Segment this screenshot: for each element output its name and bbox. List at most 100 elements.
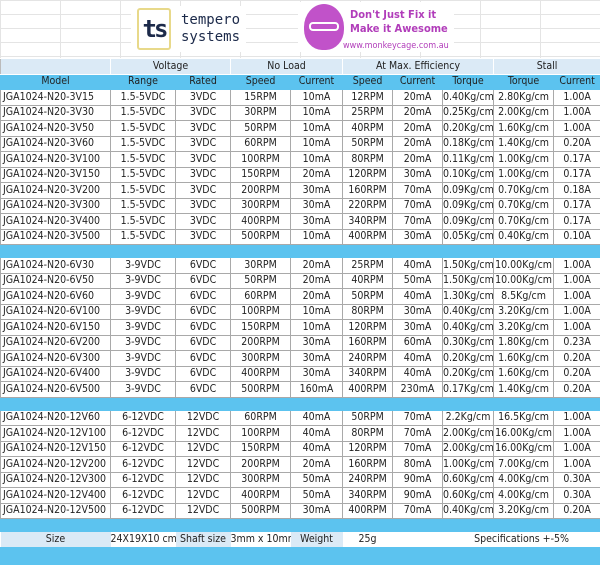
model-cell: JGA1024-N20-3V400 (1, 214, 111, 230)
value-cell: 6-12VDC (111, 441, 176, 457)
value-cell: 3.20Kg/cm (494, 503, 554, 519)
value-cell: 10mA (291, 320, 343, 336)
value-cell: 25RPM (343, 105, 393, 121)
value-cell: 1.00A (554, 121, 600, 137)
value-cell: 0.17A (554, 214, 600, 230)
value-cell: 500RPM (231, 382, 291, 398)
value-cell: 150RPM (231, 441, 291, 457)
model-cell: JGA1024-N20-6V500 (1, 382, 111, 398)
column-header: Speed (231, 74, 291, 90)
value-cell: 0.10Kg/cm (443, 167, 494, 183)
value-cell: 12VDC (176, 457, 231, 473)
value-cell: 3-9VDC (111, 258, 176, 274)
value-cell: 500RPM (231, 229, 291, 245)
model-cell: JGA1024-N20-6V150 (1, 320, 111, 336)
value-cell: 16.00Kg/cm (494, 441, 554, 457)
value-cell: 70mA (393, 410, 443, 426)
column-header: Current (393, 74, 443, 90)
specifications-note: Specifications +-5% (443, 532, 600, 548)
value-cell: 16.00Kg/cm (494, 426, 554, 442)
value-cell: 6VDC (176, 335, 231, 351)
value-cell: 0.40Kg/cm (443, 90, 494, 106)
value-cell: 340RPM (343, 488, 393, 504)
value-cell: 1.5-5VDC (111, 167, 176, 183)
value-cell: 60mA (393, 335, 443, 351)
monkeycage-url: www.monkeycage.com.au (343, 41, 449, 51)
value-cell: 300RPM (231, 351, 291, 367)
value-cell: 6VDC (176, 304, 231, 320)
value-cell: 1.5-5VDC (111, 214, 176, 230)
divider-cell (1, 519, 600, 532)
value-cell: 1.5-5VDC (111, 198, 176, 214)
value-cell: 2.2Kg/cm (443, 410, 494, 426)
value-cell: 3VDC (176, 136, 231, 152)
value-cell: 150RPM (231, 167, 291, 183)
value-cell: 1.50Kg/cm (443, 273, 494, 289)
model-cell: JGA1024-N20-3V50 (1, 121, 111, 137)
value-cell: 3VDC (176, 90, 231, 106)
value-cell: 1.00A (554, 258, 600, 274)
model-cell: JGA1024-N20-3V30 (1, 105, 111, 121)
column-header: Range (111, 74, 176, 90)
value-cell: 20mA (291, 457, 343, 473)
group-header: No Load (231, 59, 343, 75)
value-cell: 80RPM (343, 426, 393, 442)
value-cell: 0.20A (554, 382, 600, 398)
value-cell: 16.5Kg/cm (494, 410, 554, 426)
value-cell: 1.00Kg/cm (494, 152, 554, 168)
value-cell: 40mA (291, 410, 343, 426)
value-cell: 0.25Kg/cm (443, 105, 494, 121)
value-cell: 0.20Kg/cm (443, 366, 494, 382)
value-cell: 3-9VDC (111, 366, 176, 382)
value-cell: 0.23A (554, 335, 600, 351)
value-cell: 6-12VDC (111, 503, 176, 519)
value-cell: 10.00Kg/cm (494, 273, 554, 289)
value-cell: 1.00A (554, 457, 600, 473)
value-cell: 0.18Kg/cm (443, 136, 494, 152)
value-cell: 1.50Kg/cm (443, 258, 494, 274)
value-cell: 80RPM (343, 304, 393, 320)
value-cell: 3-9VDC (111, 304, 176, 320)
value-cell: 200RPM (231, 335, 291, 351)
model-cell: JGA1024-N20-3V60 (1, 136, 111, 152)
value-cell: 30mA (393, 167, 443, 183)
value-cell: 10mA (291, 90, 343, 106)
value-cell: 30mA (291, 214, 343, 230)
value-cell: 30mA (291, 335, 343, 351)
slogan-line2: Make it Awesome (350, 22, 448, 36)
value-cell: 10mA (291, 304, 343, 320)
value-cell: 1.00A (554, 426, 600, 442)
value-cell: 0.20Kg/cm (443, 351, 494, 367)
value-cell: 70mA (393, 198, 443, 214)
value-cell: 1.5-5VDC (111, 105, 176, 121)
value-cell: 0.40Kg/cm (443, 320, 494, 336)
value-cell: 0.30Kg/cm (443, 335, 494, 351)
value-cell: 20mA (291, 289, 343, 305)
value-cell: 1.00A (554, 320, 600, 336)
value-cell: 3VDC (176, 152, 231, 168)
value-cell: 150RPM (231, 320, 291, 336)
value-cell: 220RPM (343, 198, 393, 214)
value-cell: 20mA (291, 258, 343, 274)
value-cell: 40mA (291, 441, 343, 457)
value-cell: 0.70Kg/cm (494, 198, 554, 214)
value-cell: 0.40Kg/cm (443, 503, 494, 519)
value-cell: 6VDC (176, 273, 231, 289)
value-cell: 50RPM (343, 289, 393, 305)
value-cell: 3-9VDC (111, 273, 176, 289)
value-cell: 12VDC (176, 503, 231, 519)
model-cell: JGA1024-N20-6V300 (1, 351, 111, 367)
value-cell: 50RPM (343, 410, 393, 426)
value-cell: 1.40Kg/cm (494, 136, 554, 152)
divider-cell (1, 245, 600, 258)
value-cell: 6VDC (176, 258, 231, 274)
